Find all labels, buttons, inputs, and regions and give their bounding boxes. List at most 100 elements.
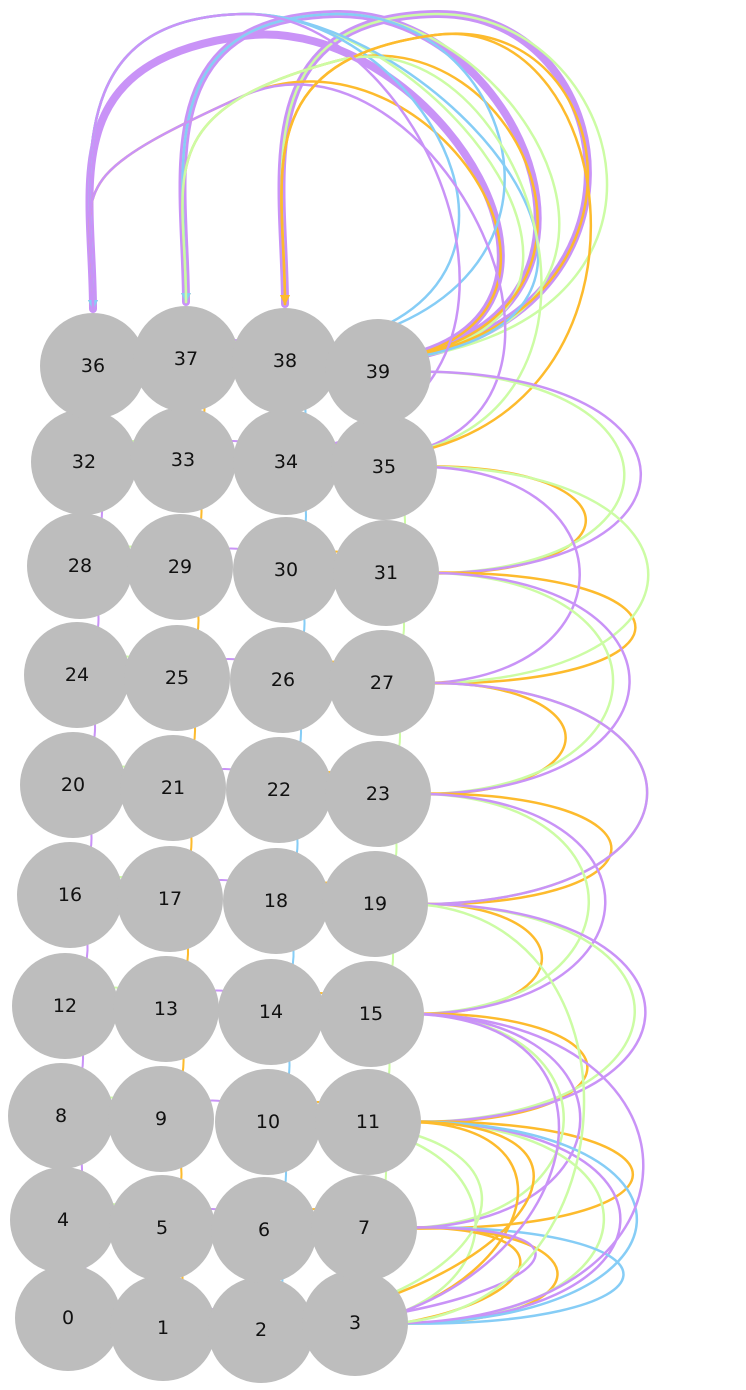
node-label-29: 29 [168, 556, 192, 578]
node-30: 30 [233, 517, 339, 623]
node-circle-38 [232, 308, 338, 414]
edge-39-to-38-green [280, 12, 609, 364]
node-3: 3 [302, 1270, 408, 1376]
node-label-31: 31 [374, 562, 398, 584]
node-label-10: 10 [256, 1111, 280, 1133]
node-label-25: 25 [165, 667, 189, 689]
edge-34-to-36-purple [88, 12, 461, 454]
node-circle-11 [315, 1069, 421, 1175]
node-label-0: 0 [62, 1307, 74, 1329]
node-circle-4 [10, 1167, 116, 1273]
node-label-34: 34 [274, 451, 298, 473]
node-circle-19 [322, 851, 428, 957]
edge-27-to-35-purple [400, 465, 581, 685]
node-circle-9 [108, 1066, 214, 1172]
node-28: 28 [27, 513, 133, 619]
edge-27-to-35-green [400, 465, 650, 685]
node-circle-18 [223, 848, 329, 954]
node-22: 22 [226, 737, 332, 843]
node-circle-6 [211, 1177, 317, 1283]
edge-23-to-31-green [396, 571, 615, 796]
edge-7-to-11-orange [382, 1120, 634, 1230]
node-12: 12 [12, 953, 118, 1059]
edge-38-to-37-blue [180, 12, 506, 353]
node-label-24: 24 [65, 664, 89, 686]
node-35: 35 [331, 414, 437, 520]
node-21: 21 [120, 735, 226, 841]
node-circle-22 [226, 737, 332, 843]
node-circle-37 [133, 306, 239, 412]
node-circle-31 [333, 520, 439, 626]
node-33: 33 [130, 407, 236, 513]
node-label-8: 8 [55, 1105, 67, 1127]
node-label-4: 4 [57, 1209, 69, 1231]
node-38: 38 [232, 308, 338, 414]
node-circle-15 [318, 961, 424, 1067]
node-26: 26 [230, 627, 336, 733]
node-label-15: 15 [359, 1003, 383, 1025]
node-label-17: 17 [158, 888, 182, 910]
node-label-9: 9 [155, 1108, 167, 1130]
edge-27-to-31-orange [400, 571, 637, 685]
node-circle-27 [329, 630, 435, 736]
edge-11-to-19-green [386, 902, 636, 1124]
node-9: 9 [108, 1066, 214, 1172]
node-circle-12 [12, 953, 118, 1059]
node-34: 34 [233, 409, 339, 515]
node-circle-32 [31, 409, 137, 515]
node-label-14: 14 [259, 1001, 283, 1023]
node-7: 7 [311, 1175, 417, 1281]
node-20: 20 [20, 732, 126, 838]
node-circle-14 [218, 959, 324, 1065]
node-10: 10 [215, 1069, 321, 1175]
node-19: 19 [322, 851, 428, 957]
node-24: 24 [24, 622, 130, 728]
node-15: 15 [318, 961, 424, 1067]
node-circle-7 [311, 1175, 417, 1281]
node-circle-2 [208, 1277, 314, 1383]
node-label-36: 36 [81, 355, 105, 377]
edge-3-to-15-purple [373, 1012, 645, 1325]
node-27: 27 [329, 630, 435, 736]
node-29: 29 [127, 514, 233, 620]
edge-3-to-19-green [373, 902, 586, 1325]
node-4: 4 [10, 1167, 116, 1273]
node-label-30: 30 [274, 559, 298, 581]
node-39: 39 [325, 319, 431, 425]
node-37: 37 [133, 306, 239, 412]
node-circle-5 [109, 1175, 215, 1281]
edge-19-to-23-orange [393, 792, 613, 906]
node-label-19: 19 [363, 893, 387, 915]
node-16: 16 [17, 842, 123, 948]
node-23: 23 [325, 741, 431, 847]
node-14: 14 [218, 959, 324, 1065]
node-label-28: 28 [68, 555, 92, 577]
node-circle-30 [233, 517, 339, 623]
node-label-33: 33 [171, 449, 195, 471]
node-label-32: 32 [72, 451, 96, 473]
node-label-23: 23 [366, 783, 390, 805]
edge-31-to-39-purple [396, 370, 643, 575]
node-circle-1 [110, 1275, 216, 1381]
node-label-39: 39 [366, 361, 390, 383]
node-circle-10 [215, 1069, 321, 1175]
node-label-11: 11 [356, 1111, 380, 1133]
edge-35-to-38-orange [279, 32, 592, 459]
node-label-22: 22 [267, 779, 291, 801]
edge-35-to-36-purple [88, 83, 507, 459]
node-circle-25 [124, 625, 230, 731]
node-32: 32 [31, 409, 137, 515]
node-0: 0 [15, 1265, 121, 1371]
node-label-37: 37 [174, 348, 198, 370]
node-13: 13 [113, 956, 219, 1062]
node-label-12: 12 [53, 995, 77, 1017]
edge-15-to-23-purple [389, 792, 607, 1016]
node-label-2: 2 [255, 1319, 267, 1341]
node-circle-8 [8, 1063, 114, 1169]
node-label-6: 6 [258, 1219, 270, 1241]
edge-3-to-11-purple [373, 1120, 622, 1325]
node-8: 8 [8, 1063, 114, 1169]
node-circle-26 [230, 627, 336, 733]
node-label-13: 13 [154, 998, 178, 1020]
